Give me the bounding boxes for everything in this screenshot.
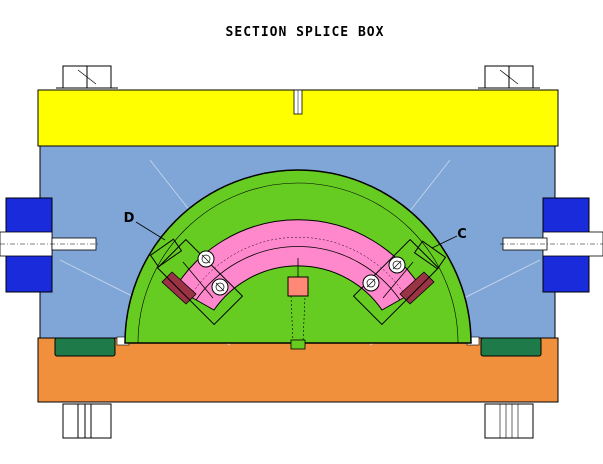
clamp-screw-top-left [197,250,215,268]
right-clamp-housing [352,238,440,326]
top-left-bolt-head [56,65,118,89]
callout-c-label: C [457,227,467,242]
right-seal [480,337,542,357]
clamp-screw-top-right [388,256,406,274]
left-clamp-housing [156,238,244,326]
clamp-screw-bottom-right [362,274,380,292]
bottom-right-bolt-head [478,401,542,439]
left-side-bolt [0,237,100,251]
base-notch [290,339,306,350]
bottom-left-bolt-head [56,401,120,439]
top-right-bolt-head [478,65,540,89]
diagram-title: SECTION SPLICE BOX [226,25,385,40]
left-seal [54,337,116,357]
center-insert [287,276,309,297]
right-wedge [399,271,435,305]
left-wedge [161,271,197,305]
clamp-screw-bottom-left [211,278,229,296]
callout-c: C [413,227,467,270]
callout-d: D [124,211,183,268]
right-side-bolt [500,237,603,251]
callout-d-label: D [124,211,135,226]
